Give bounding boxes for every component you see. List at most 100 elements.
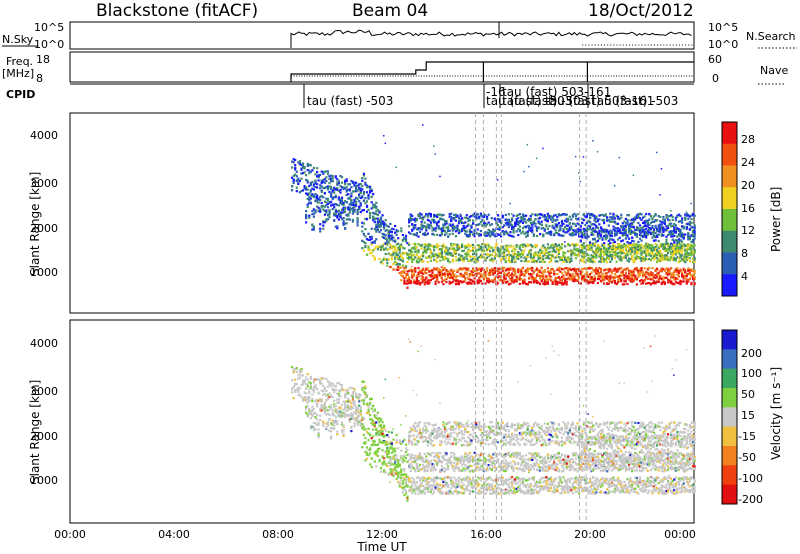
power-cell bbox=[665, 258, 668, 261]
power-cell bbox=[607, 270, 610, 273]
power-cell bbox=[475, 254, 478, 257]
power-cell bbox=[292, 161, 295, 164]
power-cell bbox=[437, 244, 440, 247]
power-cell bbox=[467, 220, 470, 223]
power-cell bbox=[342, 187, 345, 191]
power-cell bbox=[345, 185, 348, 188]
power-cell bbox=[376, 224, 379, 228]
power-cell bbox=[603, 260, 606, 263]
velocity-cell bbox=[320, 400, 323, 403]
power-cell bbox=[442, 225, 445, 228]
power-cell bbox=[434, 259, 437, 262]
power-cell bbox=[433, 221, 436, 224]
power-cell bbox=[539, 276, 542, 279]
power-cell bbox=[429, 224, 432, 227]
power-cell bbox=[457, 280, 461, 283]
power-cell bbox=[556, 280, 559, 283]
velocity-cell bbox=[306, 373, 309, 376]
power-cell bbox=[520, 243, 523, 247]
power-cell bbox=[464, 216, 467, 219]
power-cell bbox=[590, 277, 593, 280]
power-cell bbox=[484, 246, 487, 249]
power-cell bbox=[631, 273, 634, 276]
power-cell bbox=[559, 270, 562, 273]
power-cell bbox=[342, 217, 345, 220]
power-cell bbox=[620, 216, 623, 219]
velocity-cell bbox=[326, 421, 330, 424]
power-cell bbox=[440, 218, 443, 221]
power-cell bbox=[464, 272, 467, 275]
power-cell bbox=[557, 251, 560, 254]
power-cell bbox=[425, 229, 428, 232]
power-cell bbox=[362, 190, 365, 194]
power-cell bbox=[606, 252, 609, 255]
cpid-annotation-6: tau (fast) 503-161 bbox=[545, 94, 654, 108]
power-cell bbox=[347, 218, 350, 221]
power-cell bbox=[618, 156, 621, 159]
power-cell bbox=[595, 269, 598, 272]
power-cell bbox=[339, 216, 342, 219]
power-cell bbox=[340, 208, 344, 211]
power-cell bbox=[629, 277, 632, 280]
power-cell bbox=[381, 235, 384, 238]
power-cell bbox=[674, 239, 677, 242]
power-cell bbox=[498, 218, 501, 221]
power-cell bbox=[592, 268, 595, 271]
power-cell bbox=[309, 197, 312, 200]
power-cell bbox=[613, 184, 616, 187]
power-cell bbox=[425, 256, 428, 259]
power-cell bbox=[573, 268, 576, 271]
power-cell bbox=[593, 256, 596, 259]
power-cell bbox=[443, 245, 447, 248]
power-cell bbox=[439, 272, 442, 275]
power-cell bbox=[390, 231, 393, 234]
power-cell bbox=[592, 242, 595, 245]
power-cell bbox=[645, 212, 648, 216]
power-cell bbox=[511, 267, 514, 270]
power-cell bbox=[679, 233, 682, 236]
power-cell bbox=[411, 257, 414, 260]
power-cell bbox=[634, 217, 637, 220]
power-cell bbox=[415, 276, 418, 280]
power-cell bbox=[412, 258, 415, 261]
power-cell bbox=[585, 221, 588, 224]
power-cell bbox=[617, 281, 620, 284]
power-cell bbox=[690, 234, 693, 237]
velocity-cell bbox=[330, 394, 333, 397]
power-cell bbox=[509, 244, 512, 247]
power-cell bbox=[543, 228, 546, 231]
power-cell bbox=[415, 274, 418, 277]
power-cell bbox=[676, 235, 679, 238]
power-cell bbox=[579, 251, 582, 254]
power-cell bbox=[501, 216, 504, 219]
power-cell bbox=[487, 233, 490, 237]
power-cell bbox=[682, 235, 685, 238]
power-cell bbox=[454, 259, 457, 262]
power-cell bbox=[624, 277, 627, 281]
power-cell bbox=[506, 246, 509, 249]
power-cell bbox=[420, 269, 423, 272]
power-cell bbox=[688, 236, 691, 239]
power-cell bbox=[554, 280, 557, 283]
power-cell bbox=[298, 179, 301, 183]
power-cell bbox=[634, 276, 637, 279]
power-cell bbox=[361, 195, 364, 198]
velocity-heatmap bbox=[291, 320, 696, 523]
power-cell bbox=[629, 271, 632, 274]
power-cell bbox=[646, 231, 649, 234]
power-cell bbox=[319, 230, 322, 233]
power-cell bbox=[521, 266, 525, 269]
power-cell bbox=[657, 250, 660, 253]
power-cell bbox=[667, 251, 670, 255]
power-cell bbox=[459, 219, 462, 222]
power-cell bbox=[671, 250, 674, 254]
power-cell bbox=[342, 222, 345, 225]
velocity-cell bbox=[298, 376, 301, 380]
power-cell bbox=[486, 267, 489, 270]
power-cell bbox=[492, 268, 495, 271]
power-cell bbox=[521, 273, 525, 276]
power-cell bbox=[635, 216, 638, 219]
power-cell bbox=[447, 229, 450, 233]
power-cell bbox=[609, 235, 612, 238]
power-cell bbox=[567, 242, 570, 246]
